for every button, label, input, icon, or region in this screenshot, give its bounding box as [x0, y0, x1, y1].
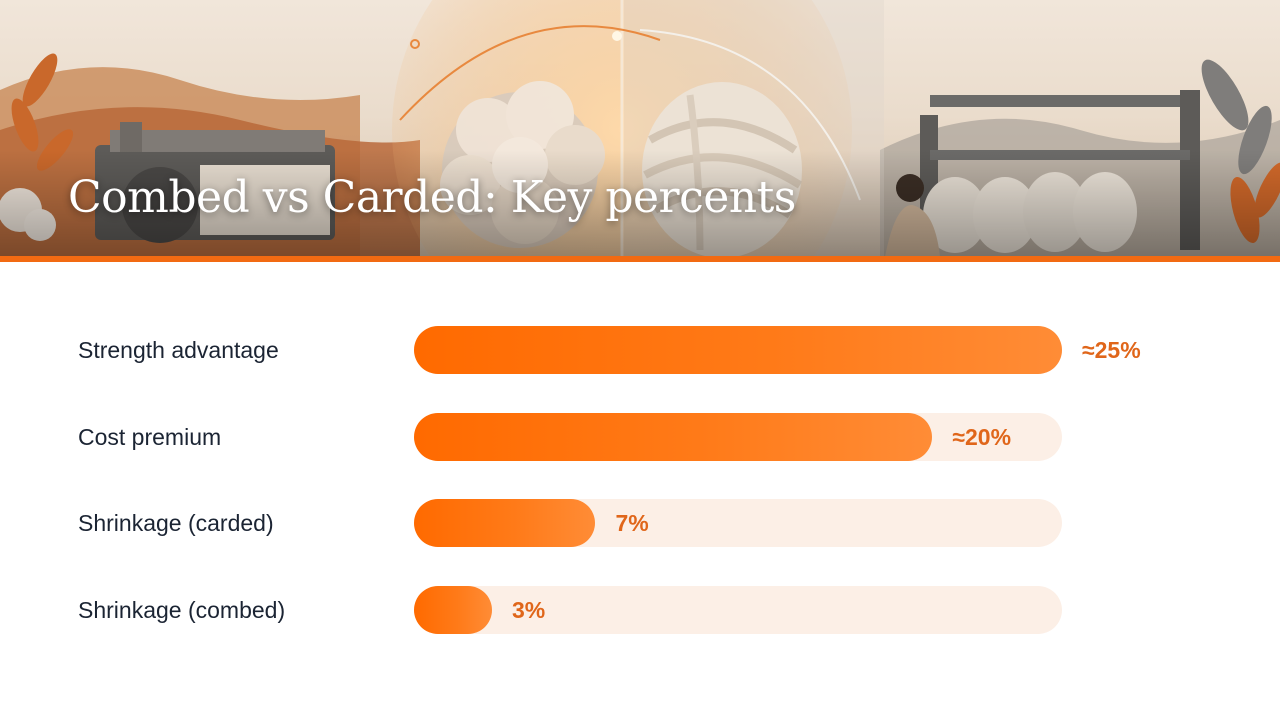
bar [414, 585, 492, 634]
bar-row: Strength advantage ≈25% [0, 325, 1280, 375]
header-banner: Combed vs Carded: Key percents [0, 0, 1280, 257]
bar [414, 326, 1062, 374]
bar-row: Cost premium ≈20% [0, 412, 1280, 462]
bar-category-label: Shrinkage (combed) [78, 596, 286, 623]
bar-chart: Strength advantage ≈25% Cost premium ≈20% Sh… [0, 262, 1280, 720]
bar [414, 499, 596, 547]
bar [414, 412, 933, 461]
bar-value-label: 7% [615, 510, 649, 536]
bar-value-label: 3% [512, 596, 546, 623]
banner-illustration [0, 0, 1280, 257]
header-divider [0, 256, 1280, 262]
bar-value-label: ≈25% [1082, 337, 1141, 363]
slide-title: Combed vs Carded: Key percents [68, 172, 796, 223]
bar-track [414, 499, 1062, 547]
bar-row: Shrinkage (combed) 3% [0, 585, 1280, 635]
bar-category-label: Shrinkage (carded) [78, 510, 274, 536]
bar-track [414, 412, 1062, 461]
bar-track [414, 585, 1062, 634]
bar-category-label: Cost premium [78, 423, 222, 450]
bar-value-label: ≈20% [952, 423, 1012, 450]
bar-row: Shrinkage (carded) 7% [0, 498, 1280, 548]
bar-track [414, 326, 1062, 374]
bar-category-label: Strength advantage [78, 337, 279, 363]
